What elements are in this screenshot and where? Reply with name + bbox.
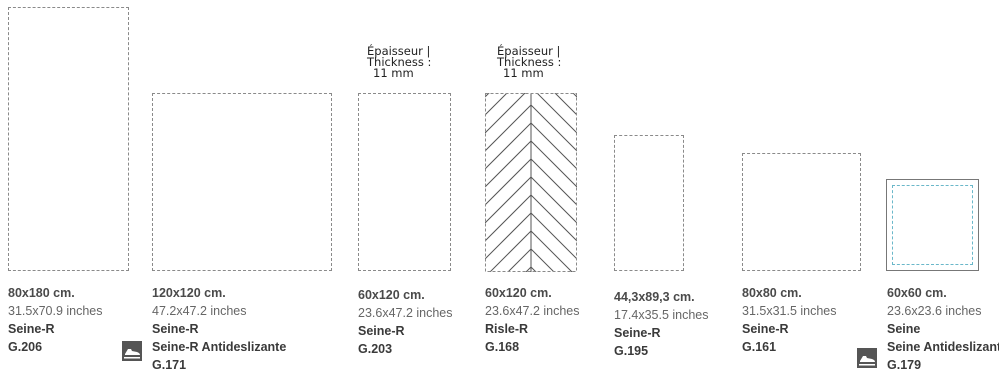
thickness-note-3: Épaisseur | Thickness : 11 mm bbox=[367, 44, 432, 80]
herringbone-line bbox=[530, 158, 577, 206]
herringbone-line bbox=[530, 212, 577, 260]
tile-info-1: 80x180 cm. 31.5x70.9 inches Seine-R G.20… bbox=[8, 284, 103, 356]
tile-shape-7 bbox=[886, 179, 979, 271]
thickness-value: 11 mm bbox=[503, 66, 544, 80]
thickness-value: 11 mm bbox=[373, 66, 414, 80]
herringbone-line bbox=[530, 104, 577, 152]
tile-shape-3 bbox=[358, 93, 451, 271]
shoe-anti-slip-icon bbox=[122, 341, 142, 361]
tile-info-3: 60x120 cm. 23.6x47.2 inches Seine-R G.20… bbox=[358, 286, 453, 358]
tile-shape-6 bbox=[742, 153, 861, 271]
herringbone-line bbox=[485, 104, 532, 152]
tile-info-7: 60x60 cm. 23.6x23.6 inches Seine Seine A… bbox=[887, 284, 999, 374]
herringbone-line bbox=[530, 194, 577, 242]
herringbone-line bbox=[485, 194, 532, 242]
tile-anti-slip: Seine Antideslizante bbox=[887, 340, 999, 354]
tile-code: G.171 bbox=[152, 358, 187, 372]
thickness-en: Thickness : bbox=[367, 55, 432, 69]
tile-inches: 47.2x47.2 inches bbox=[152, 304, 247, 318]
tile-inches: 23.6x23.6 inches bbox=[887, 304, 982, 318]
tile-size: 44,3x89,3 cm. bbox=[614, 290, 695, 304]
herringbone-line bbox=[507, 248, 532, 272]
shoe-anti-slip-icon bbox=[857, 348, 877, 368]
tile-inches: 23.6x47.2 inches bbox=[358, 306, 453, 320]
tile-code: G.161 bbox=[742, 340, 777, 354]
herringbone-line bbox=[489, 230, 532, 272]
herringbone-line bbox=[530, 248, 555, 272]
tile-shape-5 bbox=[614, 135, 684, 271]
tile-size: 120x120 cm. bbox=[152, 286, 226, 300]
thickness-en: Thickness : bbox=[497, 55, 562, 69]
herringbone-line bbox=[485, 158, 532, 206]
tile-series: Seine-R bbox=[152, 322, 199, 336]
tile-code: G.168 bbox=[485, 340, 520, 354]
tile-size: 60x120 cm. bbox=[358, 288, 425, 302]
tile-series: Seine-R bbox=[742, 322, 789, 336]
herringbone-line bbox=[530, 230, 573, 272]
tile-code: G.179 bbox=[887, 358, 922, 372]
thickness-fr: Épaisseur | bbox=[497, 44, 561, 58]
tile-info-6: 80x80 cm. 31.5x31.5 inches Seine-R G.161 bbox=[742, 284, 837, 356]
tile-shape-2 bbox=[152, 93, 332, 271]
tile-shape-1 bbox=[8, 7, 129, 271]
tile-code: G.203 bbox=[358, 342, 393, 356]
tile-info-2: 120x120 cm. 47.2x47.2 inches Seine-R Sei… bbox=[152, 284, 286, 374]
herringbone-line bbox=[485, 93, 508, 116]
tile-inner-outline bbox=[892, 185, 973, 265]
tile-code: G.206 bbox=[8, 340, 43, 354]
herringbone-line bbox=[485, 212, 532, 260]
herringbone-line bbox=[536, 93, 577, 134]
tile-series: Seine-R bbox=[614, 326, 661, 340]
tile-inches: 17.4x35.5 inches bbox=[614, 308, 709, 322]
herringbone-line bbox=[530, 140, 577, 188]
tile-code: G.195 bbox=[614, 344, 649, 358]
tile-inches: 23.6x47.2 inches bbox=[485, 304, 580, 318]
herringbone-line bbox=[485, 93, 526, 134]
herringbone-line bbox=[530, 176, 577, 224]
tile-info-4: 60x120 cm. 23.6x47.2 inches Risle-R G.16… bbox=[485, 284, 580, 356]
tile-inches: 31.5x70.9 inches bbox=[8, 304, 103, 318]
thickness-note-4: Épaisseur | Thickness : 11 mm bbox=[497, 44, 562, 80]
herringbone-line bbox=[530, 122, 577, 170]
herringbone-line bbox=[554, 93, 577, 116]
tile-size: 60x120 cm. bbox=[485, 286, 552, 300]
tile-size: 60x60 cm. bbox=[887, 286, 947, 300]
tile-size: 80x180 cm. bbox=[8, 286, 75, 300]
thickness-fr: Épaisseur | bbox=[367, 44, 431, 58]
tile-size: 80x80 cm. bbox=[742, 286, 802, 300]
tile-series: Seine bbox=[887, 322, 921, 336]
tile-inches: 31.5x31.5 inches bbox=[742, 304, 837, 318]
tile-series: Risle-R bbox=[485, 322, 529, 336]
herringbone-line bbox=[485, 122, 532, 170]
tile-series: Seine-R bbox=[358, 324, 405, 338]
herringbone-line bbox=[485, 176, 532, 224]
tile-shape-4-herringbone bbox=[485, 93, 577, 272]
tile-info-5: 44,3x89,3 cm. 17.4x35.5 inches Seine-R G… bbox=[614, 288, 709, 360]
herringbone-line bbox=[485, 140, 532, 188]
tile-anti-slip: Seine-R Antideslizante bbox=[152, 340, 287, 354]
tile-series: Seine-R bbox=[8, 322, 55, 336]
